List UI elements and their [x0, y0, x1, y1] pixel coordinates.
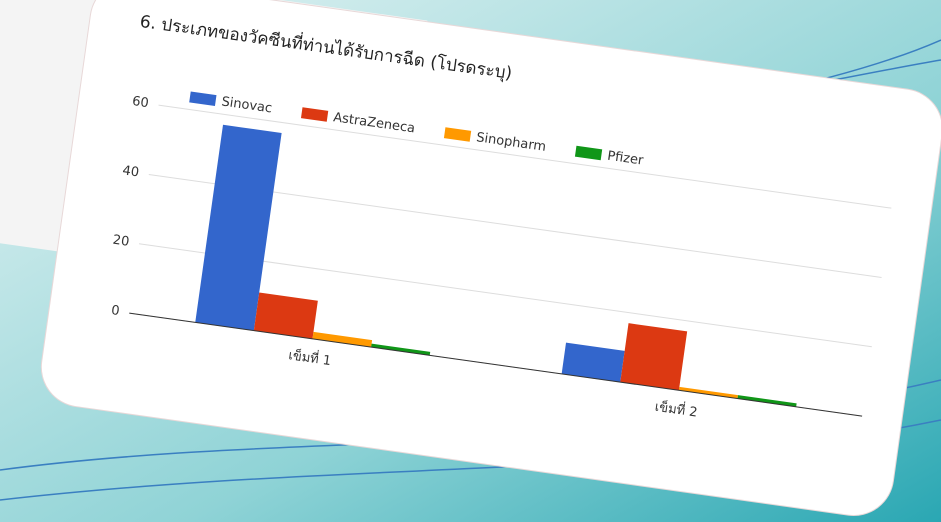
- legend-label: Pfizer: [606, 149, 645, 169]
- y-tick-label: 0: [110, 303, 120, 319]
- grid-line: [158, 104, 892, 209]
- bar: [678, 386, 739, 399]
- bar: [561, 342, 625, 383]
- y-tick-label: 20: [112, 233, 130, 250]
- legend-swatch: [443, 127, 472, 142]
- bar: [737, 395, 797, 407]
- bar: [312, 331, 373, 348]
- card-bg: [40, 0, 941, 517]
- bar: [620, 323, 688, 391]
- bar: [195, 124, 282, 331]
- legend-label: Sinovac: [221, 94, 273, 116]
- legend-swatch: [574, 145, 603, 161]
- legend-swatch: [189, 91, 217, 107]
- x-axis: [129, 312, 863, 417]
- y-tick-label: 60: [131, 94, 149, 111]
- bar: [253, 292, 318, 339]
- legend-swatch: [300, 107, 329, 122]
- y-tick-label: 40: [121, 163, 139, 180]
- bar: [371, 343, 431, 356]
